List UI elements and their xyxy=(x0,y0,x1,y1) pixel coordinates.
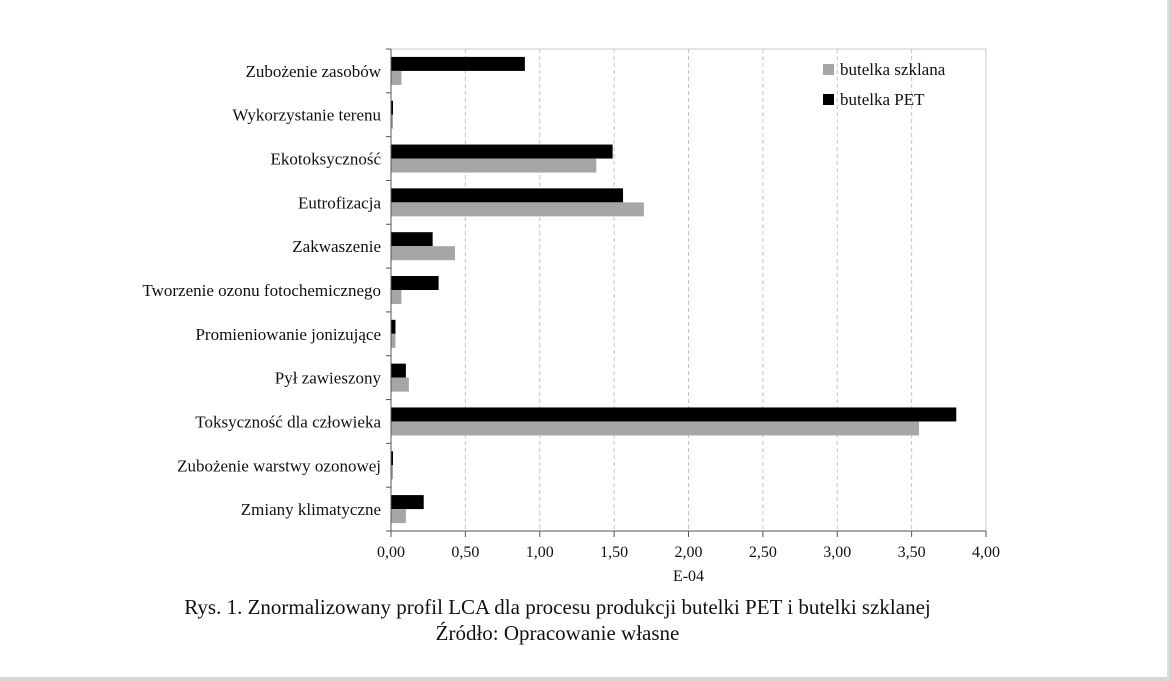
x-tick-label: 2,50 xyxy=(749,544,777,561)
figure-caption: Rys. 1. Znormalizowany profil LCA dla pr… xyxy=(184,595,931,619)
bar-pet-tworzenie-ozonu-fotochemicznego xyxy=(391,276,439,290)
category-label-zubozenie-zasobow: Zubożenie zasobów xyxy=(246,62,382,81)
x-tick-label: 0,00 xyxy=(377,544,405,561)
bar-szklana-eutrofizacja xyxy=(391,202,644,217)
bar-pet-ekotoksycznosc xyxy=(391,144,613,159)
x-tick-label: 3,00 xyxy=(823,544,851,561)
bar-szklana-zubozenie-warstwy-ozonowej xyxy=(391,465,393,480)
category-label-toksycznosc-dla-czlowieka: Toksyczność dla człowieka xyxy=(195,412,381,431)
legend-label-butelka-pet: butelka PET xyxy=(840,90,925,109)
x-tick-label: 3,50 xyxy=(898,544,926,561)
bar-pet-pyl-zawieszony xyxy=(391,363,406,378)
bar-szklana-zmiany-klimatyczne xyxy=(391,509,406,524)
x-tick-label: 4,00 xyxy=(972,544,1000,561)
bar-pet-eutrofizacja xyxy=(391,188,624,203)
x-axis-label: E-04 xyxy=(673,568,704,585)
x-tick-label: 0,50 xyxy=(451,544,479,561)
bar-pet-zakwaszenie xyxy=(391,232,433,247)
category-labels: Zubożenie zasobów Wykorzystanie terenu Eko… xyxy=(142,62,381,519)
legend-label-butelka-szklana: butelka szklana xyxy=(840,60,946,79)
category-label-tworzenie-ozonu-fotochemicznego: Tworzenie ozonu fotochemicznego xyxy=(142,281,381,300)
bar-szklana-pyl-zawieszony xyxy=(391,377,409,392)
category-label-zakwaszenie: Zakwaszenie xyxy=(292,237,381,256)
category-label-zubozenie-warstwy-ozonowej: Zubożenie warstwy ozonowej xyxy=(177,456,381,475)
category-label-wykorzystanie-terenu: Wykorzystanie terenu xyxy=(232,106,381,125)
bar-szklana-wykorzystanie-terenu xyxy=(391,114,393,129)
gridlines xyxy=(391,48,987,531)
legend: butelka szklana butelka PET xyxy=(823,60,946,109)
bar-pet-wykorzystanie-terenu xyxy=(391,100,393,115)
bar-szklana-toksycznosc-dla-czlowieka xyxy=(391,421,920,436)
x-tick-label: 1,00 xyxy=(526,544,554,561)
x-tick-label: 1,50 xyxy=(600,544,628,561)
bar-pet-zubozenie-zasobow xyxy=(391,56,525,71)
bar-pet-zmiany-klimatyczne xyxy=(391,495,424,510)
bar-szklana-promieniowanie-jonizujace xyxy=(391,333,396,348)
bar-szklana-zubozenie-zasobow xyxy=(391,70,402,85)
bar-szklana-tworzenie-ozonu-fotochemicznego xyxy=(391,290,402,304)
bar-pet-toksycznosc-dla-czlowieka xyxy=(391,407,957,422)
legend-swatch-butelka-pet xyxy=(823,94,834,105)
x-tick-labels: 0,00 0,50 1,00 1,50 2,00 2,50 3,00 3,50 4,00 xyxy=(377,544,1000,561)
legend-swatch-butelka-szklana xyxy=(823,64,834,75)
category-label-zmiany-klimatyczne: Zmiany klimatyczne xyxy=(241,500,381,519)
category-label-pyl-zawieszony: Pył zawieszony xyxy=(275,369,382,388)
bars xyxy=(391,56,957,524)
x-tick-label: 2,00 xyxy=(675,544,703,561)
bar-pet-zubozenie-warstwy-ozonowej xyxy=(391,451,393,466)
figure-source: Źródło: Opracowanie własne xyxy=(435,621,680,645)
bar-szklana-ekotoksycznosc xyxy=(391,158,597,173)
bar-pet-promieniowanie-jonizujace xyxy=(391,319,396,334)
category-label-ekotoksycznosc: Ekotoksyczność xyxy=(271,150,382,169)
category-label-eutrofizacja: Eutrofizacja xyxy=(298,193,382,212)
bar-chart: Zubożenie zasobów Wykorzystanie terenu Eko… xyxy=(142,48,1000,585)
category-label-promieniowanie-jonizujace: Promieniowanie jonizujące xyxy=(195,325,381,344)
axes xyxy=(386,48,987,537)
bar-szklana-zakwaszenie xyxy=(391,246,455,261)
